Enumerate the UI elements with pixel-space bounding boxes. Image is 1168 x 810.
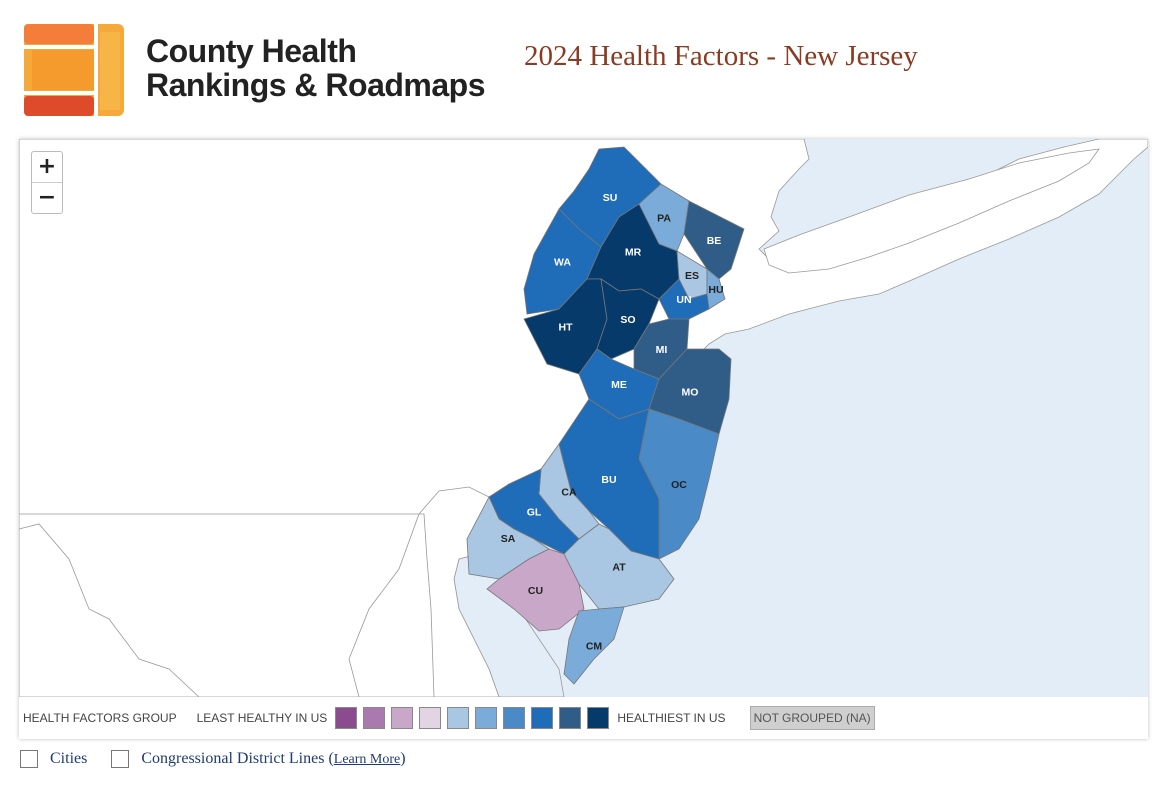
legend-healthiest-label: HEALTHIEST IN US xyxy=(617,711,726,725)
county-label-mo: MO xyxy=(682,387,699,399)
county-label-mr: MR xyxy=(625,247,642,259)
county-label-su: SU xyxy=(603,192,618,204)
map-legend: HEALTH FACTORS GROUP LEAST HEALTHY IN US… xyxy=(19,697,1148,739)
county-label-be: BE xyxy=(707,235,722,247)
county-label-ht: HT xyxy=(559,322,574,334)
district-lines-checkbox[interactable] xyxy=(111,750,130,768)
county-label-sa: SA xyxy=(501,533,516,545)
legend-swatch-4 xyxy=(419,707,442,729)
map-panel[interactable]: + − xyxy=(19,139,1148,739)
brand-line-1: County Health xyxy=(146,33,357,69)
county-label-pa: PA xyxy=(657,213,671,225)
county-label-cu: CU xyxy=(528,585,543,597)
county-label-es: ES xyxy=(685,270,699,282)
zoom-in-button[interactable]: + xyxy=(37,154,57,179)
page-title: 2024 Health Factors - New Jersey xyxy=(524,40,918,72)
legend-swatch-9 xyxy=(559,707,582,729)
state-lines xyxy=(19,513,435,697)
county-label-mi: MI xyxy=(656,344,668,356)
county-label-cm: CM xyxy=(586,641,603,653)
county-label-oc: OC xyxy=(671,479,687,491)
legend-swatch-7 xyxy=(503,707,526,729)
brand-name: County Health Rankings & Roadmaps xyxy=(146,33,486,103)
zoom-out-button[interactable]: − xyxy=(32,182,62,213)
legend-not-grouped: NOT GROUPED (NA) xyxy=(749,706,875,730)
legend-least-healthy-label: LEAST HEALTHY IN US xyxy=(196,711,328,725)
county-cumberland[interactable] xyxy=(486,548,585,632)
legend-group-label: HEALTH FACTORS GROUP xyxy=(23,711,177,725)
legend-swatch-1 xyxy=(335,707,358,729)
county-label-me: ME xyxy=(611,379,627,391)
learn-more-link[interactable]: Learn More xyxy=(333,752,401,767)
zoom-control: + − xyxy=(31,151,63,214)
legend-swatch-8 xyxy=(531,707,554,729)
county-label-bu: BU xyxy=(601,474,616,486)
legend-swatch-3 xyxy=(391,707,414,729)
brand-line-2: Rankings & Roadmaps xyxy=(146,67,486,103)
district-lines-label[interactable]: Congressional District Lines (Learn More… xyxy=(141,750,406,767)
legend-swatch-10 xyxy=(587,707,610,729)
county-label-at: AT xyxy=(612,562,626,574)
legend-swatch-2 xyxy=(363,707,386,729)
legend-swatch-6 xyxy=(475,707,498,729)
county-layer[interactable] xyxy=(466,146,745,685)
county-health-rankings-logo xyxy=(24,24,124,116)
county-label-gl: GL xyxy=(527,507,542,519)
delmarva-land xyxy=(348,486,500,697)
county-label-layer: SU PA BE WA MR ES HU HT SO UN MI ME MO OC BU CA GL SA AT CU… xyxy=(501,192,724,653)
long-island xyxy=(763,148,1100,274)
county-label-ca: CA xyxy=(561,487,577,499)
county-label-un: UN xyxy=(676,294,691,306)
new-jersey-map[interactable]: SU PA BE WA MR ES HU HT SO UN MI ME MO OC BU CA GL SA AT CU… xyxy=(19,139,1148,697)
county-atlantic[interactable] xyxy=(563,523,675,610)
cities-label[interactable]: Cities xyxy=(50,750,88,767)
cities-checkbox[interactable] xyxy=(20,750,38,768)
county-cape-may[interactable] xyxy=(563,606,625,685)
legend-swatch-5 xyxy=(447,707,470,729)
county-label-so: SO xyxy=(620,314,635,326)
map-options: Cities Congressional District Lines (Lea… xyxy=(20,750,406,768)
county-hudson[interactable] xyxy=(706,268,726,310)
legend-swatches xyxy=(335,707,615,729)
county-label-hu: HU xyxy=(708,284,723,296)
county-label-wa: WA xyxy=(554,257,571,269)
